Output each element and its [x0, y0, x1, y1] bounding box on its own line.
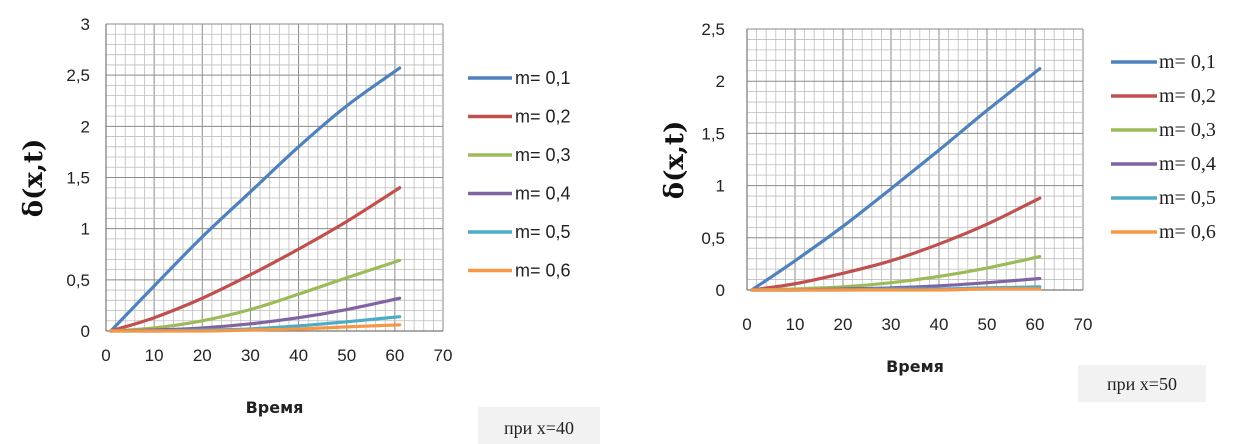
y-tick-label: 1 — [81, 220, 90, 239]
legend-label: m= 0,4 — [515, 184, 571, 204]
y-tick-label: 1 — [716, 177, 725, 196]
y-tick-label: 2 — [716, 72, 725, 91]
grid — [746, 28, 1084, 291]
legend-label: m= 0,3 — [515, 145, 571, 165]
x-tick-label: 20 — [834, 315, 853, 334]
legend: m= 0,1 m= 0,2 m= 0,3 m= 0,4 m= 0,5 m= 0,6 — [1111, 51, 1216, 243]
legend-item: m= 0,2 — [468, 107, 571, 127]
series-line-3 — [109, 258, 402, 333]
legend-item: m= 0,6 — [468, 261, 571, 281]
y-tick-label: 0 — [81, 322, 90, 341]
legend-label: m= 0,6 — [515, 261, 571, 281]
legend-item: m= 0,5 — [1111, 187, 1216, 209]
x-tick-label: 50 — [337, 346, 356, 365]
x-tick-label: 70 — [1074, 315, 1093, 334]
y-tick-label: 2,5 — [66, 66, 90, 85]
chart-2: 0 0,5 1 1,5 2 2,5 0 10 20 30 40 50 60 70 Время δ(x,t) m=… — [660, 20, 1216, 402]
series-lines — [750, 67, 1042, 292]
y-tick-label: 0 — [716, 281, 725, 300]
note-background — [478, 407, 600, 444]
legend-label: m= 0,1 — [515, 68, 571, 88]
series-line-6 — [750, 287, 1042, 292]
y-tick-label: 2 — [81, 117, 90, 136]
legend-item: m= 0,5 — [468, 222, 571, 242]
note-text: при x=50 — [1107, 374, 1177, 394]
series-lines — [109, 66, 402, 333]
y-tick-label: 3 — [81, 15, 90, 34]
x-tick-label: 30 — [882, 315, 901, 334]
x-tick-label: 0 — [742, 315, 751, 334]
chart-1: 00,511,522,530 10 20 30 40 50 60 70Времяδ(x,t)m… — [19, 15, 600, 444]
legend-label: m= 0,6 — [1159, 221, 1216, 243]
note-box: при x=50 — [1078, 365, 1206, 402]
y-tick-label: 1,5 — [66, 169, 90, 188]
y-tick-label: 1,5 — [701, 124, 725, 143]
x-tick-label: 60 — [1026, 315, 1045, 334]
x-tick-label: 10 — [786, 315, 805, 334]
series-line-6 — [109, 323, 402, 333]
x-tick-label: 40 — [930, 315, 949, 334]
legend-label: m= 0,2 — [515, 107, 571, 127]
x-tick-label: 50 — [978, 315, 997, 334]
x-tick-label: 10 — [145, 346, 164, 365]
y-tick-label: 0,5 — [66, 271, 90, 290]
note-text: при x=40 — [504, 418, 574, 438]
legend-item: m= 0,6 — [1111, 221, 1216, 243]
legend-label: m= 0,4 — [1159, 153, 1216, 175]
legend-label: m= 0,3 — [1159, 119, 1216, 141]
x-tick-label: 0 — [101, 346, 110, 365]
legend: m= 0,1 m= 0,2 m= 0,3 m= 0,4 m= 0,5 m= 0,6 — [468, 68, 571, 281]
y-axis-label: δ(x,t) — [19, 139, 49, 218]
x-tick-label: 70 — [434, 346, 453, 365]
y-tick-label: 2,5 — [701, 20, 725, 39]
grid — [105, 23, 444, 332]
legend-item: m= 0,1 — [468, 68, 571, 88]
legend-item: m= 0,1 — [1111, 51, 1216, 73]
x-tick-label: 30 — [241, 346, 260, 365]
legend-item: m= 0,3 — [1111, 119, 1216, 141]
legend-item: m= 0,4 — [1111, 153, 1216, 175]
y-axis-label: δ(x,t) — [660, 121, 690, 200]
legend-label: m= 0,2 — [1159, 85, 1216, 107]
x-tick-label: 40 — [289, 346, 308, 365]
note-background — [1078, 365, 1206, 402]
series-line-1 — [750, 67, 1042, 292]
legend-item: m= 0,3 — [468, 145, 571, 165]
series-line-2 — [109, 186, 402, 333]
x-axis-label: Время — [886, 357, 944, 376]
legend-label: m= 0,5 — [515, 222, 571, 242]
series-line-1 — [109, 66, 402, 333]
note-box: при x=40 — [478, 407, 600, 444]
series-line-2 — [750, 196, 1042, 292]
y-tick-label: 0,5 — [701, 229, 725, 248]
legend-label: m= 0,1 — [1159, 51, 1216, 73]
legend-item: m= 0,4 — [468, 184, 571, 204]
x-tick-label: 20 — [193, 346, 212, 365]
x-axis-label: Время — [246, 398, 304, 417]
legend-label: m= 0,5 — [1159, 187, 1216, 209]
x-tick-label: 60 — [385, 346, 404, 365]
legend-item: m= 0,2 — [1111, 85, 1216, 107]
